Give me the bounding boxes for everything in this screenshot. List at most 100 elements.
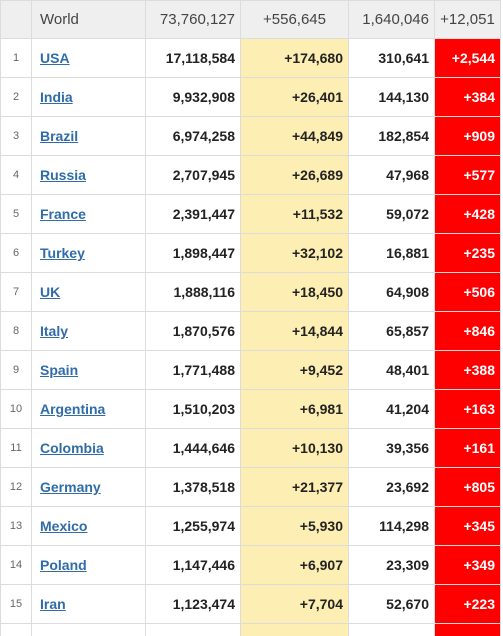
country-link[interactable]: India	[40, 89, 73, 105]
total-cases-cell: 1,870,576	[145, 311, 241, 351]
country-cell: Poland	[31, 545, 146, 585]
new-cases-cell: +26,689	[240, 155, 349, 195]
new-deaths-cell: +349	[434, 545, 501, 585]
rank-cell: 5	[0, 194, 32, 234]
country-cell: Colombia	[31, 428, 146, 468]
total-cases-cell: 1,898,447	[145, 233, 241, 273]
country-link[interactable]: Iran	[40, 596, 66, 612]
new-deaths-cell: +235	[434, 233, 501, 273]
country-link[interactable]: Germany	[40, 479, 101, 495]
total-deaths-cell: 52,670	[348, 584, 435, 624]
country-cell: USA	[31, 38, 146, 78]
new-cases-cell: +7,704	[240, 584, 349, 624]
total-cases-cell: 17,118,584	[145, 38, 241, 78]
total-deaths-cell: 144,130	[348, 77, 435, 117]
table-row: 10 Argentina 1,510,203 +6,981 41,204 +163	[0, 389, 501, 429]
total-deaths-cell: 65,857	[348, 311, 435, 351]
new-cases-cell: +6,981	[240, 389, 349, 429]
country-cell: Italy	[31, 311, 146, 351]
country-link[interactable]: Poland	[40, 557, 87, 573]
new-deaths-cell: +428	[434, 194, 501, 234]
rank-cell: 14	[0, 545, 32, 585]
country-rows: 1 USA 17,118,584 +174,680 310,641 +2,544 2 Indi…	[0, 38, 501, 636]
table-row: 7 UK 1,888,116 +18,450 64,908 +506	[0, 272, 501, 312]
partial-cell	[240, 623, 349, 636]
new-cases-cell: +32,102	[240, 233, 349, 273]
country-cell: India	[31, 77, 146, 117]
country-cell: Russia	[31, 155, 146, 195]
new-cases-cell: +14,844	[240, 311, 349, 351]
table-row: 3 Brazil 6,974,258 +44,849 182,854 +909	[0, 116, 501, 156]
country-cell: Spain	[31, 350, 146, 390]
table-row: 2 India 9,932,908 +26,401 144,130 +384	[0, 77, 501, 117]
new-deaths-cell: +345	[434, 506, 501, 546]
partial-cell	[145, 623, 241, 636]
rank-cell: 6	[0, 233, 32, 273]
country-cell: France	[31, 194, 146, 234]
table-row: 1 USA 17,118,584 +174,680 310,641 +2,544	[0, 38, 501, 78]
total-deaths-cell: 64,908	[348, 272, 435, 312]
country-link[interactable]: Mexico	[40, 518, 88, 534]
country-cell: Brazil	[31, 116, 146, 156]
total-cases-cell: 1,510,203	[145, 389, 241, 429]
country-link[interactable]: USA	[40, 50, 70, 66]
country-link[interactable]: Brazil	[40, 128, 79, 144]
new-deaths-cell: +909	[434, 116, 501, 156]
new-deaths-cell: +577	[434, 155, 501, 195]
table-row: 6 Turkey 1,898,447 +32,102 16,881 +235	[0, 233, 501, 273]
total-cases-cell: 1,147,446	[145, 545, 241, 585]
new-cases-cell: +9,452	[240, 350, 349, 390]
new-cases-cell: +5,930	[240, 506, 349, 546]
table-row: 11 Colombia 1,444,646 +10,130 39,356 +161	[0, 428, 501, 468]
country-cell: Argentina	[31, 389, 146, 429]
total-cases-cell: 1,123,474	[145, 584, 241, 624]
world-total-row: World 73,760,127 +556,645 1,640,046 +12,…	[0, 0, 501, 39]
rank-cell: 3	[0, 116, 32, 156]
new-cases-cell: +26,401	[240, 77, 349, 117]
new-cases-cell: +11,532	[240, 194, 349, 234]
total-deaths-cell: 310,641	[348, 38, 435, 78]
new-deaths-cell: +2,544	[434, 38, 501, 78]
country-link[interactable]: France	[40, 206, 86, 222]
total-deaths-cell: 41,204	[348, 389, 435, 429]
world-total-deaths: 1,640,046	[348, 0, 435, 39]
partial-cell	[434, 623, 501, 636]
total-deaths-cell: 23,692	[348, 467, 435, 507]
new-deaths-cell: +846	[434, 311, 501, 351]
partial-row	[0, 623, 501, 636]
total-deaths-cell: 182,854	[348, 116, 435, 156]
country-link[interactable]: Colombia	[40, 440, 104, 456]
world-new-deaths: +12,051	[434, 0, 501, 39]
new-deaths-cell: +161	[434, 428, 501, 468]
total-cases-cell: 2,707,945	[145, 155, 241, 195]
total-deaths-cell: 16,881	[348, 233, 435, 273]
table-row: 12 Germany 1,378,518 +21,377 23,692 +805	[0, 467, 501, 507]
total-cases-cell: 9,932,908	[145, 77, 241, 117]
rank-cell: 7	[0, 272, 32, 312]
new-cases-cell: +44,849	[240, 116, 349, 156]
rank-cell: 1	[0, 38, 32, 78]
world-new-cases: +556,645	[240, 0, 349, 39]
total-cases-cell: 1,444,646	[145, 428, 241, 468]
rank-cell: 15	[0, 584, 32, 624]
partial-cell	[348, 623, 435, 636]
new-cases-cell: +18,450	[240, 272, 349, 312]
new-cases-cell: +10,130	[240, 428, 349, 468]
total-deaths-cell: 47,968	[348, 155, 435, 195]
country-link[interactable]: UK	[40, 284, 61, 300]
total-deaths-cell: 39,356	[348, 428, 435, 468]
country-link[interactable]: Russia	[40, 167, 86, 183]
country-link[interactable]: Argentina	[40, 401, 106, 417]
rank-cell: 9	[0, 350, 32, 390]
new-cases-cell: +6,907	[240, 545, 349, 585]
table-row: 8 Italy 1,870,576 +14,844 65,857 +846	[0, 311, 501, 351]
country-link[interactable]: Italy	[40, 323, 69, 339]
rank-cell: 2	[0, 77, 32, 117]
new-cases-cell: +174,680	[240, 38, 349, 78]
new-deaths-cell: +388	[434, 350, 501, 390]
total-deaths-cell: 59,072	[348, 194, 435, 234]
table-row: 13 Mexico 1,255,974 +5,930 114,298 +345	[0, 506, 501, 546]
country-link[interactable]: Spain	[40, 362, 79, 378]
new-deaths-cell: +163	[434, 389, 501, 429]
country-link[interactable]: Turkey	[40, 245, 85, 261]
